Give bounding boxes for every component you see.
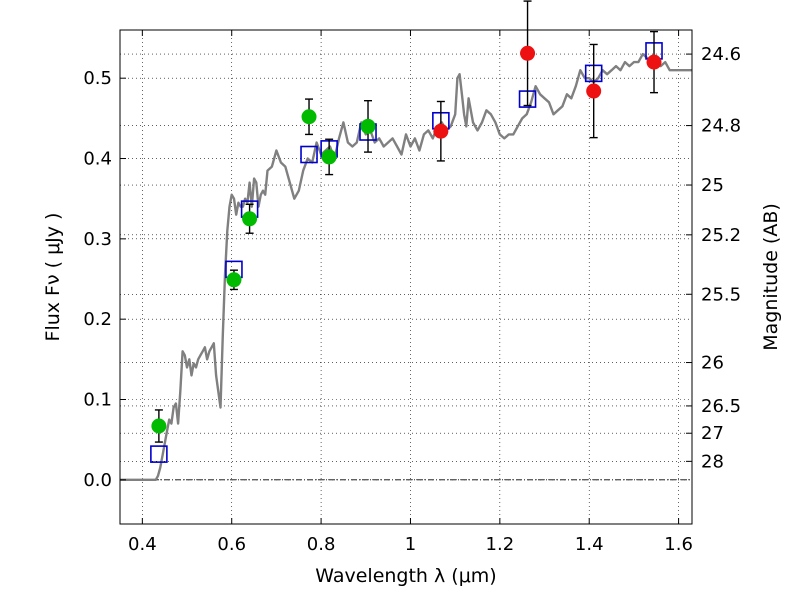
x-tick-label: 1.6 [664, 534, 693, 555]
magnitude-tick-label: 25.5 [701, 284, 741, 305]
y-tick-label: 0.2 [83, 309, 112, 330]
magnitude-tick-label: 28 [701, 451, 724, 472]
x-tick-label: 0.8 [307, 534, 336, 555]
x-axis-label: Wavelength λ (μm) [315, 565, 496, 587]
x-tick-label: 1.4 [575, 534, 604, 555]
model-spectrum-line [120, 52, 692, 481]
y-tick-label: 0.4 [83, 149, 112, 170]
magnitude-tick-label: 25.2 [701, 225, 741, 246]
plot-frame [119, 29, 693, 525]
model-spectrum [120, 52, 692, 481]
grid-lines [120, 30, 692, 524]
magnitude-tick-label: 25 [701, 175, 724, 196]
y-tick-label: 0.5 [83, 68, 112, 89]
magnitude-tick-label: 26 [701, 353, 724, 374]
x-tick-label: 0.6 [217, 534, 246, 555]
magnitude-axis-ticks: 24.6 24.8 25 25.2 25.5 26 26.5 27 28 [686, 44, 741, 472]
data-point [586, 83, 602, 99]
x-tick-label: 0.4 [128, 534, 157, 555]
data-point [520, 45, 536, 61]
magnitude-tick-label: 24.8 [701, 116, 741, 137]
data-point [321, 149, 337, 165]
observed-points [151, 45, 662, 434]
data-point [151, 418, 167, 434]
y-tick-label: 0.0 [83, 470, 112, 491]
y-axis-label: Flux Fν ( μJy ) [42, 213, 64, 342]
data-point [301, 109, 317, 125]
x-axis-ticks: 0.4 0.6 0.8 1 1.2 1.4 1.6 [128, 30, 693, 555]
error-bars [154, 0, 659, 443]
data-point [360, 118, 376, 134]
data-point [226, 272, 242, 288]
magnitude-tick-label: 24.6 [701, 44, 741, 65]
data-point [433, 123, 449, 139]
magnitude-tick-label: 26.5 [701, 396, 741, 417]
x-tick-label: 1.2 [486, 534, 515, 555]
y-tick-label: 0.3 [83, 229, 112, 250]
data-point [242, 211, 258, 227]
model-photometry-square [150, 445, 168, 463]
x-tick-label: 1 [405, 534, 416, 555]
y-axis-ticks: 0.0 0.1 0.2 0.3 0.4 0.5 [83, 68, 126, 491]
model-photometry-square [300, 145, 318, 164]
magnitude-tick-label: 27 [701, 423, 724, 444]
model-photometry-squares [150, 42, 663, 463]
magnitude-axis-label: Magnitude (AB) [760, 203, 782, 351]
y-tick-label: 0.1 [83, 389, 112, 410]
data-point [646, 54, 662, 70]
